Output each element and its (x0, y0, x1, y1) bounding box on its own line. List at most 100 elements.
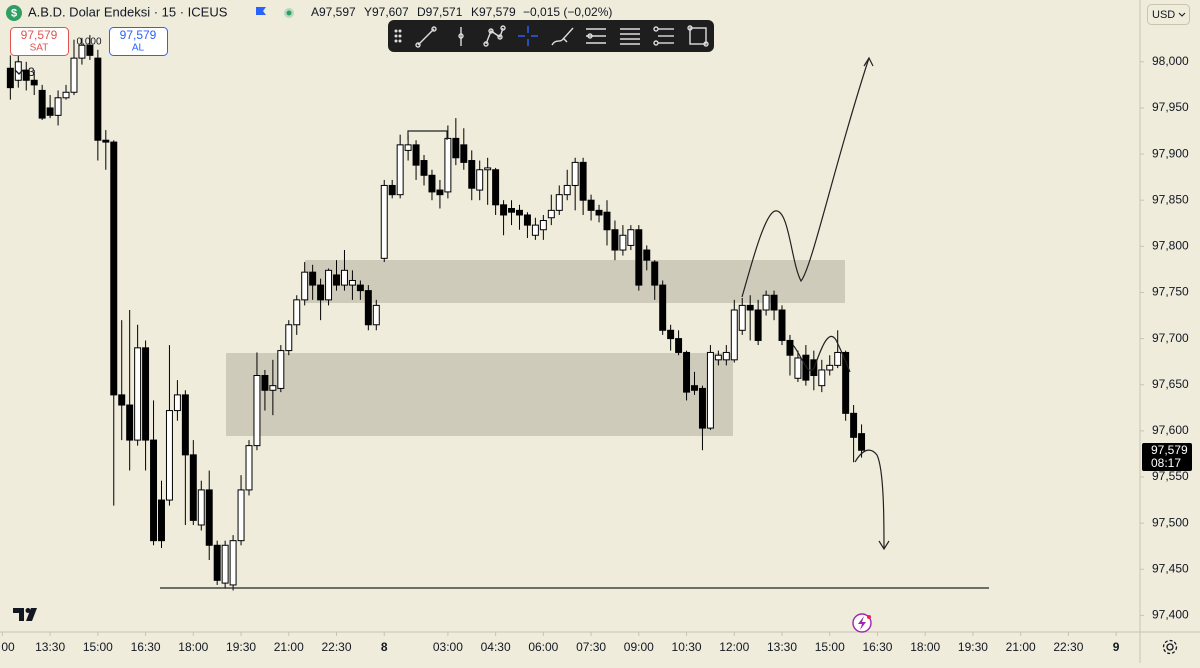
zone (226, 353, 733, 436)
candle-body (826, 364, 834, 371)
fib-tool[interactable] (586, 28, 606, 44)
candle-body (818, 369, 826, 387)
candle-body (706, 351, 714, 429)
ohlc-open: A97,597 (311, 5, 356, 19)
candle-body (333, 274, 340, 286)
candle-body (70, 57, 78, 93)
price-axis: 97,400 97,450 97,500 97,550 97,600 97,650 97,7… (1140, 54, 1189, 622)
candle-body (197, 489, 205, 526)
symbol-title[interactable]: A.B.D. Dolar Endeksi · 15 · ICEUS (28, 4, 228, 19)
candle-body (261, 375, 269, 391)
candle-body (150, 439, 158, 542)
x-tick-label: 18:00 (910, 640, 940, 654)
candle-body (778, 309, 786, 341)
candle-body (786, 339, 794, 356)
collapse-chevron[interactable] (14, 69, 24, 75)
candle-body (6, 67, 14, 89)
x-tick-label: 22:30 (321, 640, 351, 654)
candle-body (301, 271, 309, 301)
candle-body (683, 351, 691, 393)
y-tick-label: 97,600 (1152, 423, 1189, 437)
candle-body (118, 394, 126, 406)
candle-body (452, 137, 460, 159)
arrow-head (878, 540, 890, 551)
drag-handle[interactable] (394, 29, 402, 43)
brush-tool[interactable] (551, 27, 574, 46)
candle-body (245, 445, 253, 491)
indicator-count[interactable]: 3 (28, 65, 35, 79)
x-tick-label: 22:30 (1053, 640, 1083, 654)
x-tick-label: 9 (1113, 640, 1120, 654)
crosshair-tool[interactable] (518, 26, 538, 46)
trend-line-tool[interactable] (415, 26, 437, 48)
candle-body (396, 144, 404, 196)
candle-body (547, 209, 555, 219)
candle-body (476, 169, 484, 191)
candle-body (181, 394, 189, 456)
sell-button[interactable] (10, 27, 69, 56)
candle-body (356, 284, 364, 292)
candle-body (595, 209, 603, 216)
candle-body (460, 144, 468, 163)
sketch (792, 336, 851, 373)
candle-body (523, 214, 531, 226)
candle-body (205, 489, 213, 546)
x-tick-label: 15:00 (815, 640, 845, 654)
x-tick-label: 18:00 (178, 640, 208, 654)
candle-body (134, 347, 142, 441)
last-price: 97,579 (1151, 443, 1188, 457)
candle-body (54, 97, 62, 116)
vertical-line-tool[interactable] (458, 27, 464, 46)
spread: 0,000 (76, 37, 101, 48)
buy-button[interactable] (109, 27, 168, 56)
candle-body (269, 385, 277, 391)
drawing-toolbar (388, 20, 714, 52)
lines-tool[interactable] (620, 28, 640, 45)
candle-body (539, 220, 547, 231)
candle-body (675, 338, 683, 353)
candle-body (643, 249, 651, 261)
x-tick-label: 13:30 (767, 640, 797, 654)
candle-body (420, 160, 428, 176)
candle-body (858, 433, 866, 451)
candle-body (468, 160, 476, 189)
tv-logo[interactable] (13, 608, 37, 621)
candle-body (492, 169, 500, 206)
candle-body (770, 294, 778, 311)
currency-select[interactable] (1147, 4, 1190, 25)
candle-body (30, 79, 38, 86)
time-axis: 00 13:30 15:00 16:30 18:00 19:30 21:00 22:30 8 03… (1, 632, 1120, 654)
x-tick-label: 07:30 (576, 640, 606, 654)
candle-body (730, 309, 738, 361)
y-tick-label: 97,900 (1152, 146, 1189, 160)
x-tick-label: 8 (381, 640, 388, 654)
candle-body (508, 208, 516, 213)
candle-body (659, 284, 667, 331)
candle-body (563, 184, 571, 196)
flag-icon[interactable] (256, 7, 266, 15)
settings-gear[interactable] (1162, 639, 1178, 655)
status-dot-inner (286, 10, 292, 16)
candle-body (317, 284, 325, 301)
candle-body (213, 544, 221, 581)
rectangle-tool[interactable] (687, 25, 709, 47)
candle-body (22, 69, 30, 81)
candle-body (651, 261, 659, 286)
y-tick-label: 97,400 (1152, 608, 1189, 622)
x-tick-label: 00 (1, 640, 15, 654)
projection-up (741, 57, 870, 298)
candle-body (325, 269, 333, 301)
path-tool[interactable] (483, 25, 506, 47)
candles (6, 35, 866, 591)
ohlc-close: K97,579 (471, 5, 516, 19)
y-tick-label: 97,750 (1152, 285, 1189, 299)
candle-body (253, 375, 261, 447)
candle-body (842, 351, 850, 414)
candle-body (738, 304, 746, 331)
buy-price: 97,579 (120, 28, 157, 42)
candle-body (340, 269, 348, 286)
candle-body (348, 279, 356, 286)
projection-down (854, 449, 885, 550)
position-tool[interactable] (653, 26, 674, 46)
